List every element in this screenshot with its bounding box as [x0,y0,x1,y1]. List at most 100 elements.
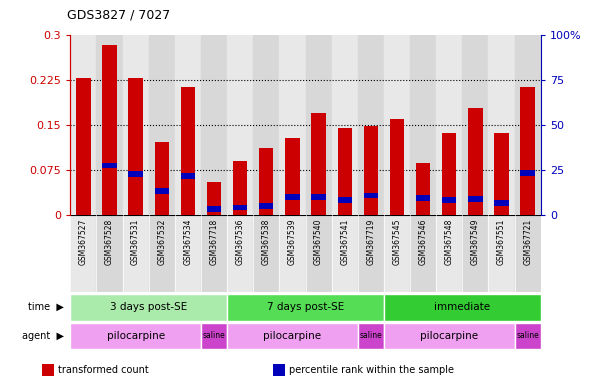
Bar [70,35,97,215]
Bar [306,35,332,215]
Bar [358,323,384,349]
Text: 7 days post-SE: 7 days post-SE [267,302,344,312]
Bar [410,215,436,292]
Text: GSM367532: GSM367532 [157,219,166,265]
Bar [521,170,535,175]
Bar [312,194,326,200]
Bar [155,188,169,194]
Bar [201,215,227,292]
Bar [259,148,274,215]
Bar [155,142,169,215]
Bar [442,132,456,215]
Bar [207,206,221,212]
Text: pilocarpine: pilocarpine [106,331,165,341]
Text: GSM367719: GSM367719 [367,219,375,265]
Bar [306,215,332,292]
Text: GSM367538: GSM367538 [262,219,271,265]
Text: transformed count: transformed count [58,365,149,375]
Bar [358,35,384,215]
Bar [128,171,143,177]
Bar [70,323,201,349]
Bar [253,35,279,215]
Bar [514,215,541,292]
Bar [521,87,535,215]
Text: GSM367546: GSM367546 [419,219,428,265]
Bar [514,323,541,349]
Bar [227,215,253,292]
Bar [416,195,430,201]
Text: GSM367721: GSM367721 [523,219,532,265]
Bar [227,323,358,349]
Text: GSM367536: GSM367536 [236,219,244,265]
Bar [494,132,509,215]
Bar [488,215,514,292]
Bar [201,35,227,215]
Text: GSM367548: GSM367548 [445,219,454,265]
Bar [384,294,541,321]
Text: GSM367551: GSM367551 [497,219,506,265]
Bar [332,215,358,292]
Bar [70,215,97,292]
Text: GSM367718: GSM367718 [210,219,219,265]
Bar [463,35,488,215]
Text: GDS3827 / 7027: GDS3827 / 7027 [67,8,170,21]
Bar [488,35,514,215]
Text: saline: saline [203,331,225,341]
Bar [181,173,195,179]
Text: percentile rank within the sample: percentile rank within the sample [289,365,454,375]
Text: GSM367549: GSM367549 [471,219,480,265]
Bar [233,161,247,215]
Text: GSM367539: GSM367539 [288,219,297,265]
Bar [148,35,175,215]
Bar [207,182,221,215]
Bar [285,194,299,200]
Bar [128,78,143,215]
Bar [463,215,488,292]
Bar [364,126,378,215]
Text: GSM367541: GSM367541 [340,219,349,265]
Bar [384,323,514,349]
Bar [514,35,541,215]
Bar [364,193,378,199]
Bar [332,35,358,215]
Bar [358,215,384,292]
Bar [312,113,326,215]
Text: GSM367531: GSM367531 [131,219,140,265]
Text: GSM367545: GSM367545 [392,219,401,265]
Bar [384,35,410,215]
Bar [390,119,404,215]
Text: time  ▶: time ▶ [28,302,64,312]
Bar [148,215,175,292]
Text: saline: saline [516,331,539,341]
Bar [201,323,227,349]
Text: immediate: immediate [434,302,491,312]
Bar [76,78,90,215]
Text: pilocarpine: pilocarpine [420,331,478,341]
Bar [233,205,247,210]
Bar [175,215,201,292]
Text: saline: saline [359,331,382,341]
Bar [227,294,384,321]
Bar [97,35,123,215]
Bar [494,200,509,206]
Text: agent  ▶: agent ▶ [22,331,64,341]
Bar [253,215,279,292]
Bar [227,35,253,215]
Text: GSM367534: GSM367534 [183,219,192,265]
Text: 3 days post-SE: 3 days post-SE [110,302,188,312]
Bar [337,197,352,203]
Bar [410,35,436,215]
Bar [279,215,306,292]
Bar [181,87,195,215]
Text: pilocarpine: pilocarpine [263,331,321,341]
Bar [273,364,285,376]
Bar [123,35,148,215]
Bar [468,108,483,215]
Bar [123,215,148,292]
Bar [436,215,463,292]
Bar [285,138,299,215]
Bar [97,215,123,292]
Bar [436,35,463,215]
Text: GSM367528: GSM367528 [105,219,114,265]
Bar [259,203,274,209]
